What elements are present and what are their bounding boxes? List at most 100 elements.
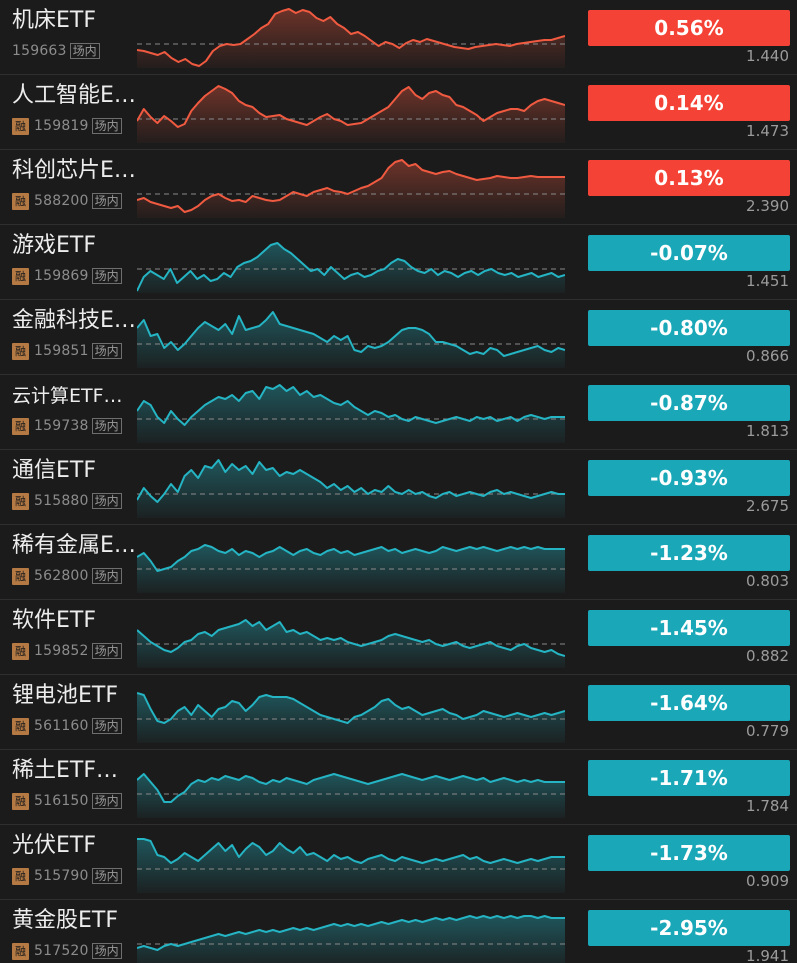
etf-code: 159738 [34,418,89,434]
intraday-sparkline [137,692,565,743]
etf-row[interactable]: 金融科技ETF 融 159851 场内 -0.80% 0.866 [0,300,797,375]
etf-row[interactable]: 锂电池ETF 融 561160 场内 -1.64% 0.779 [0,675,797,750]
sparkline-line [137,8,565,67]
change-percent-badge[interactable]: -1.23% [588,535,790,571]
etf-meta: 融 159819 场内 [12,116,122,136]
sparkline-area [137,839,565,893]
margin-trading-badge: 融 [12,192,29,210]
change-percent-badge[interactable]: -0.80% [588,310,790,346]
etf-row[interactable]: 软件ETF 融 159852 场内 -1.45% 0.882 [0,600,797,675]
etf-meta: 融 159851 场内 [12,341,122,361]
change-percent-badge[interactable]: -1.71% [588,760,790,796]
change-percent-badge[interactable]: 0.56% [588,10,790,46]
etf-meta: 融 515880 场内 [12,491,122,511]
sparkline-area [137,916,565,963]
venue-tag: 场内 [91,493,122,509]
etf-meta: 融 515790 场内 [12,866,122,886]
etf-row[interactable]: 游戏ETF 融 159869 场内 -0.07% 1.451 [0,225,797,300]
etf-name: 通信ETF [12,458,96,483]
etf-row[interactable]: 稀有金属ETF 融 562800 场内 -1.23% 0.803 [0,525,797,600]
venue-tag: 场内 [91,268,122,284]
venue-tag: 场内 [91,343,122,359]
intraday-sparkline [137,544,565,593]
latest-price: 1.440 [746,47,789,65]
etf-name: 软件ETF [12,608,96,633]
change-percent-badge[interactable]: -1.64% [588,685,790,721]
etf-code: 159851 [34,343,89,359]
etf-name: 光伏ETF [12,833,96,858]
intraday-sparkline [137,159,565,218]
etf-code: 561160 [34,718,89,734]
latest-price: 0.779 [746,722,789,740]
sparkline-area [137,9,565,68]
intraday-sparkline [137,838,565,893]
etf-meta: 融 562800 场内 [12,566,122,586]
sparkline-area [137,545,565,593]
venue-tag: 场内 [91,868,122,884]
etf-row[interactable]: 黄金股ETF 融 517520 场内 -2.95% 1.941 [0,900,797,963]
change-percent-badge[interactable]: -2.95% [588,910,790,946]
etf-code: 562800 [34,568,89,584]
latest-price: 2.390 [746,197,789,215]
intraday-sparkline [137,85,565,143]
etf-code: 588200 [34,193,89,209]
change-percent-badge[interactable]: -1.73% [588,835,790,871]
etf-name: 锂电池ETF [12,683,118,708]
latest-price: 0.882 [746,647,789,665]
sparkline-line [137,838,565,864]
etf-code: 516150 [34,793,89,809]
latest-price: 2.675 [746,497,789,515]
etf-row[interactable]: 云计算ETF华... 融 159738 场内 -0.87% 1.813 [0,375,797,450]
etf-row[interactable]: 通信ETF 融 515880 场内 -0.93% 2.675 [0,450,797,525]
etf-name: 稀土ETF嘉实 [12,758,136,783]
etf-row[interactable]: 稀土ETF嘉实融 516150 场内 -1.71% 1.784 [0,750,797,825]
sparkline-area [137,160,565,218]
venue-tag: 场内 [91,118,122,134]
latest-price: 0.909 [746,872,789,890]
etf-code: 159663 [12,43,67,59]
etf-code: 517520 [34,943,89,959]
intraday-sparkline [137,915,565,963]
etf-row[interactable]: 科创芯片ETF 融 588200 场内 0.13% 2.390 [0,150,797,225]
margin-trading-badge: 融 [12,567,29,585]
intraday-sparkline [137,8,565,68]
change-percent-badge[interactable]: 0.14% [588,85,790,121]
sparkline-line [137,915,565,951]
latest-price: 0.803 [746,572,789,590]
change-percent-badge[interactable]: -0.93% [588,460,790,496]
change-percent-badge[interactable]: -1.45% [588,610,790,646]
venue-tag: 场内 [91,943,122,959]
etf-row[interactable]: 人工智能ETF 融 159819 场内 0.14% 1.473 [0,75,797,150]
sparkline-area [137,86,565,143]
latest-price: 1.941 [746,947,789,963]
etf-meta: 融 159852 场内 [12,641,122,661]
venue-tag: 场内 [91,718,122,734]
change-percent-badge[interactable]: 0.13% [588,160,790,196]
latest-price: 1.473 [746,122,789,140]
sparkline-line [137,242,565,292]
margin-trading-badge: 融 [12,117,29,135]
sparkline-line [137,159,565,213]
change-percent-badge[interactable]: -0.07% [588,235,790,271]
margin-trading-badge: 融 [12,792,29,810]
latest-price: 0.866 [746,347,789,365]
margin-trading-badge: 融 [12,867,29,885]
margin-trading-badge: 融 [12,492,29,510]
etf-name: 人工智能ETF [12,83,136,108]
etf-meta: 融 159738 场内 [12,416,122,436]
change-percent-badge[interactable]: -0.87% [588,385,790,421]
margin-trading-badge: 融 [12,267,29,285]
latest-price: 1.784 [746,797,789,815]
etf-name: 稀有金属ETF [12,533,136,558]
etf-name: 黄金股ETF [12,908,118,933]
intraday-sparkline [137,384,565,443]
etf-name: 机床ETF [12,8,96,33]
sparkline-area [137,774,565,818]
etf-meta: 融 561160 场内 [12,716,122,736]
sparkline-area [137,312,565,368]
etf-meta: 融 516150 场内 [12,791,122,811]
margin-trading-badge: 融 [12,942,29,960]
etf-row[interactable]: 机床ETF 159663 场内 0.56% 1.440 [0,0,797,75]
etf-row[interactable]: 光伏ETF 融 515790 场内 -1.73% 0.909 [0,825,797,900]
